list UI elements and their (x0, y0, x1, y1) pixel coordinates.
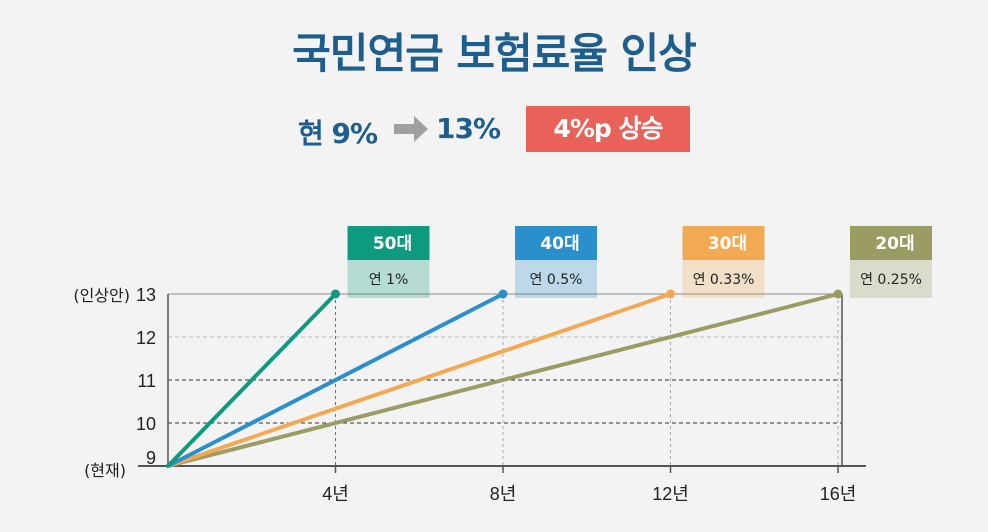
series-point (498, 289, 508, 299)
series-name-label: 30대 (708, 234, 747, 254)
series-point (331, 289, 340, 299)
series-line (166, 292, 338, 468)
current-rate: 현 9% (298, 117, 378, 150)
page-title: 국민연금 보험료율 인상 (292, 29, 697, 78)
series-rate-label: 연 1% (369, 272, 409, 288)
callout-header (347, 226, 430, 260)
series-point (666, 289, 675, 299)
increase-badge: 4%p 상승 (526, 106, 690, 152)
y-tick-label: 11 (137, 371, 156, 391)
series-name-label: 40대 (540, 234, 579, 254)
right-arrow-icon (394, 116, 428, 142)
y-tick-label: 12 (136, 328, 156, 348)
series-rate-label: 연 0.5% (530, 272, 583, 288)
series-line (166, 292, 673, 468)
y-tick-label: 9 (146, 448, 156, 468)
series-rate-label: 연 0.33% (693, 272, 755, 288)
callout-header (682, 226, 765, 260)
target-rate: 13% (436, 112, 501, 145)
x-tick-label: 16년 (820, 484, 857, 504)
y-annotation: (현재) (84, 461, 126, 480)
y-tick-label: 13 (136, 285, 156, 305)
y-tick-label: 10 (136, 414, 156, 434)
callout-body (850, 260, 932, 298)
y-annotation: (인상안) (73, 286, 130, 305)
rate-change-row: 현 9% 13% 4%p 상승 (0, 106, 988, 152)
callout-header (515, 226, 597, 260)
x-tick-label: 4년 (322, 484, 349, 504)
x-tick-label: 8년 (490, 484, 517, 504)
callout-header (850, 226, 932, 260)
series-name-label: 50대 (373, 234, 412, 254)
series-line (166, 292, 505, 468)
series-point (833, 289, 843, 299)
series-name-label: 20대 (875, 234, 914, 254)
series-rate-label: 연 0.25% (860, 272, 922, 288)
callout-body (682, 260, 765, 298)
series-line (166, 292, 840, 468)
x-tick-label: 12년 (652, 484, 689, 504)
callout-body (347, 260, 430, 298)
callout-body (515, 260, 597, 298)
